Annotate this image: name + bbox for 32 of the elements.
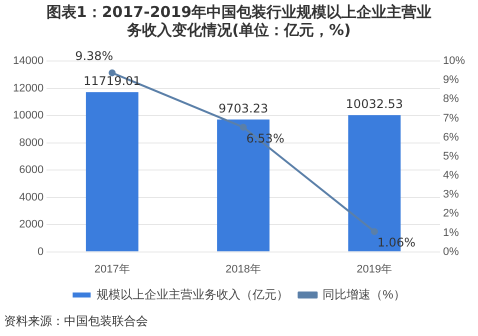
y2-tick-label: 10%	[442, 55, 466, 68]
x-tick-label: 2019年	[356, 263, 392, 276]
chart-title: 图表1：2017-2019年中国包装行业规模以上企业主营业务收入变化情况(单位：亿元，%)	[45, 2, 433, 41]
x-tick-label: 2017年	[94, 263, 130, 276]
y2-tick-label: 8%	[442, 93, 460, 106]
x-tick-label: 2018年	[226, 263, 262, 276]
point	[240, 124, 247, 131]
y-tick-label: 0	[37, 246, 44, 258]
y-tick-label: 14000	[12, 55, 44, 68]
y2-tick-label: 2%	[442, 208, 460, 220]
legend-label: 规模以上企业主营业务收入（亿元）	[96, 287, 289, 302]
data-label: 9703.23	[218, 102, 268, 116]
y-tick-label: 4000	[19, 191, 44, 204]
y-tick-label: 10000	[12, 110, 44, 122]
bar	[86, 92, 138, 252]
y2-tick-label: 6%	[442, 131, 460, 144]
data-label: 9.38%	[75, 48, 114, 63]
y2-tick-label: 7%	[442, 112, 460, 124]
y-tick-label: 12000	[12, 82, 44, 94]
y2-tick-label: 1%	[442, 226, 460, 239]
legend-label: 同比增速（%）	[322, 287, 406, 302]
y-tick-label: 2000	[19, 218, 44, 231]
y2-tick-label: 9%	[442, 74, 460, 86]
y2-tick-label: 3%	[442, 188, 460, 201]
data-label: 10032.53	[346, 97, 404, 112]
point	[370, 228, 378, 236]
y2-tick-label: 5%	[442, 150, 460, 162]
text: 资料来源：中国包装联合会	[3, 313, 149, 330]
y2-tick-label: 4%	[442, 170, 460, 182]
y2-tick-label: 0%	[442, 246, 460, 258]
y-tick-label: 6000	[19, 164, 44, 176]
y-tick-label: 8000	[19, 136, 44, 149]
